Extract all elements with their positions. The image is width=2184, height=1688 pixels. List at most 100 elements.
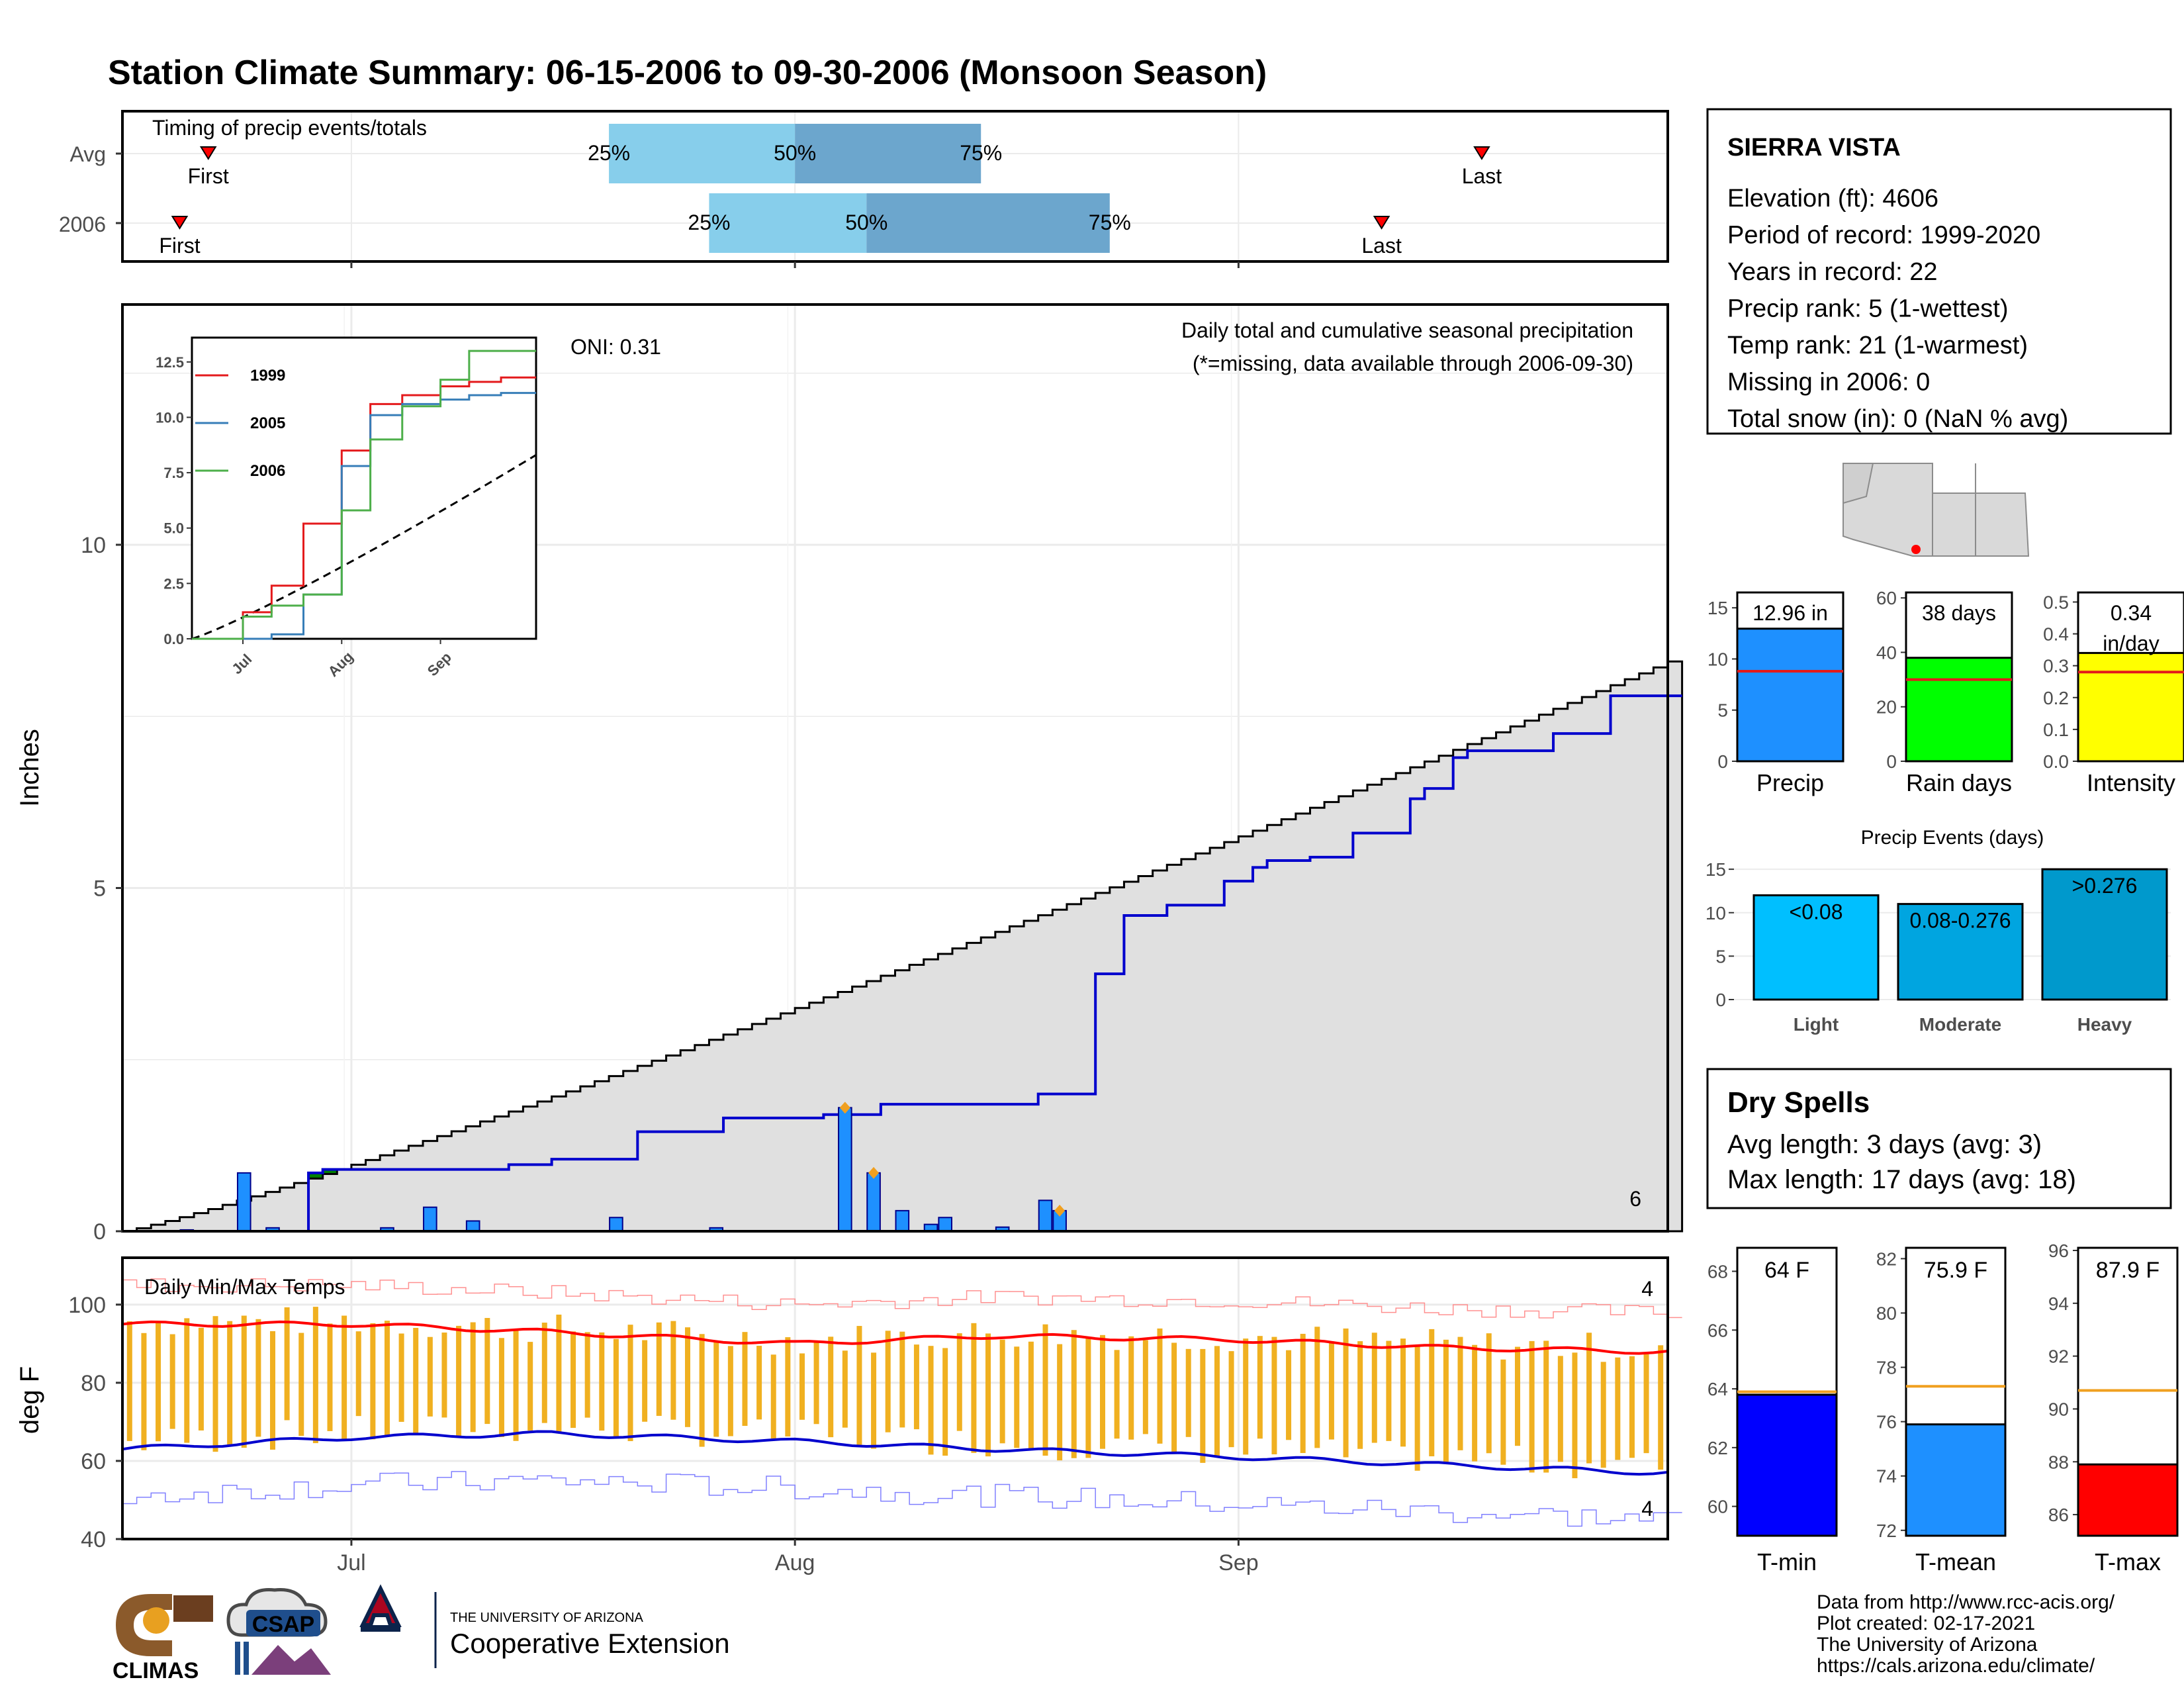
daily-temp-range-bar [456,1325,462,1438]
timing-first-label: First [159,234,200,258]
summary-bars: 0 5 10 15 12.96 in Precip 0 20 40 60 38 days Rain d… [1707,588,2184,796]
daily-temp-range-bar [1071,1330,1077,1458]
daily-temp-range-bar [1200,1348,1206,1463]
temp-bar-value [1905,1423,2007,1537]
daily-temp-range-bar [241,1315,247,1448]
station-info-line: Temp rank: 21 (1-warmest) [1727,332,2028,359]
daily-temp-range-bar [1472,1344,1478,1462]
daily-temp-range-bar [184,1318,190,1443]
daily-temp-range-bar [1328,1341,1334,1440]
daily-temp-range-bar [670,1321,676,1420]
daily-precip-bar [1038,1199,1053,1233]
temp-bar-tick-label: 76 [1876,1412,1897,1432]
station-info-box: SIERRA VISTA Elevation (ft): 4606 Period … [1706,108,2172,435]
daily-temp-range-bar [642,1340,648,1422]
temp-bar-value-text: 87.9 F [2096,1258,2160,1283]
dry-spells-title: Dry Spells [1727,1086,1870,1119]
daily-temp-range-bar [599,1332,605,1431]
precip-event-bar-light [1752,894,1880,1001]
daily-temp-range-bar [212,1316,218,1452]
temps-y-tick-label: 60 [81,1449,106,1474]
daily-temp-range-bar [384,1321,390,1436]
timing-percentile-label: 50% [845,211,887,234]
temp-bar-value-text: 75.9 F [1924,1258,1987,1283]
missing-note: (*=missing, data available through 2006-… [1193,352,1633,375]
daily-precip-bar [609,1217,623,1233]
temp-bar-tick-label: 66 [1707,1320,1728,1340]
daily-temp-range-bar [985,1333,991,1457]
main-y-axis-label: Inches [15,729,44,807]
timing-percentile-label: 25% [688,211,730,234]
university-of-arizona-logo: THE UNIVERSITY OF ARIZONA Cooperative Ex… [359,1584,730,1668]
timing-percentile-label: 50% [774,141,816,165]
daily-temp-range-bar [270,1331,276,1450]
record-tmax-line [122,1278,1682,1319]
timing-last-marker [1473,146,1490,160]
dry-spells-box: Dry Spells Avg length: 3 days (avg: 3) M… [1706,1068,2172,1209]
timing-percentile-label: 75% [960,141,1002,165]
summary-bar-tick-label: 10 [1707,649,1728,669]
timing-row-avg-label: Avg [69,142,106,166]
daily-temp-range-bar [613,1338,619,1438]
daily-temp-range-bar [913,1344,919,1430]
daily-precip-bar [236,1172,251,1232]
precip-event-bar-label: Moderate [1919,1014,2001,1035]
temps-y-axis-label: deg F [15,1366,44,1434]
daily-temp-range-bar [956,1333,962,1431]
above-average-fill [308,1172,324,1179]
summary-bar-tick-label: 0.3 [2043,656,2069,677]
summary-bar-value-text: 38 days [1922,601,1996,625]
daily-temp-range-bar [1271,1336,1277,1454]
summary-bar-tick-label: 0.0 [2043,751,2069,772]
credit-url: https://cals.arizona.edu/climate/ [1817,1655,2095,1677]
daily-precip-bar [895,1209,910,1233]
timing-q50-q75-bar [866,193,1110,253]
daily-temp-range-bar [255,1319,261,1437]
summary-bar-rain-days: 0 20 40 60 38 days Rain days [1876,588,2013,796]
summary-bar-value [1736,628,1844,763]
tmin-record-count: 4 [1641,1497,1653,1521]
daily-temp-range-bar [441,1333,447,1418]
timing-percentile-label: 75% [1089,211,1131,234]
heavy-event-marker [839,1102,850,1114]
temp-bar-tick-label: 90 [2048,1399,2069,1419]
daily-temp-range-bar [899,1331,905,1428]
precip-events-tick-label: 10 [1706,903,1726,923]
timing-last-label: Last [1462,164,1502,188]
daily-temp-range-bar [1243,1338,1249,1455]
observed-cumulative-line [122,694,1682,1233]
timing-row-2006-label: 2006 [59,212,106,236]
timing-q50-q75-bar [795,124,981,183]
daily-temp-range-bar [1414,1345,1420,1471]
daily-temp-range-bar [484,1317,490,1425]
inset-legend-label: 2006 [250,462,285,480]
heavy-event-marker [1054,1204,1066,1217]
daily-temp-range-bar [1014,1346,1020,1448]
temperature-summary-bars: 60 62 64 66 68 64 F T-min 72 74 76 78 80 82 75.9 F T-m… [1707,1241,2179,1575]
temp-bar-value-text: 64 F [1764,1258,1809,1283]
daily-temp-range-bar [1514,1346,1520,1446]
timing-title: Timing of precip events/totals [152,116,427,140]
ua-logo-small-text: THE UNIVERSITY OF ARIZONA [450,1611,644,1625]
inset-series-line-2006 [192,350,536,640]
daily-temp-range-bar [1157,1328,1163,1444]
precip-events-chart: Precip Events (days) 0 5 10 15 <0.08 Light 0.0… [1706,827,2171,1035]
daily-temp-range-bar [656,1322,662,1416]
daily-temp-range-bar [341,1315,347,1439]
precip-event-bar-text: 0.08-0.276 [1909,909,2011,933]
station-info-line: Missing in 2006: 0 [1727,369,1930,397]
precip-event-bar-heavy [2041,868,2168,1001]
main-y-tick-label: 5 [93,876,106,901]
station-info-line: Elevation (ft): 4606 [1727,185,1938,212]
summary-bar-tick-label: 0.2 [2043,688,2069,708]
daily-temp-range-bar [470,1322,476,1432]
timing-last-label: Last [1361,234,1402,258]
temp-bar-t-mean: 72 74 76 78 80 82 75.9 F T-mean [1876,1246,2007,1575]
main-y-tick-label: 10 [81,533,106,558]
summary-bar-tick-label: 60 [1876,588,1897,608]
temp-bar-tick-label: 80 [1876,1303,1897,1323]
csap-logo-text: CSAP [252,1612,314,1637]
daily-temp-range-bar [1658,1345,1664,1470]
precip-events-title: Precip Events (days) [1861,827,2044,849]
